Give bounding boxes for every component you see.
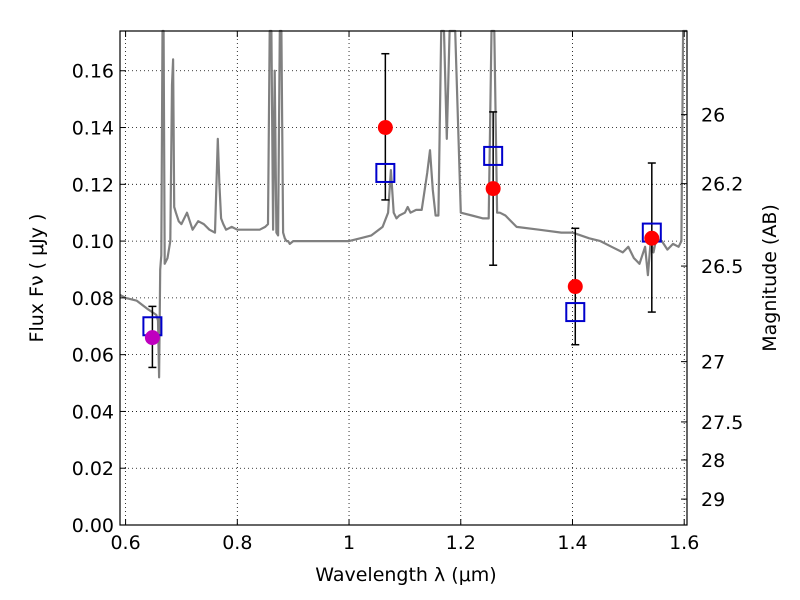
x-tick-label: 1 [343, 532, 355, 554]
x-tick-label: 1.6 [669, 532, 699, 554]
right-axis-label: Magnitude (AB) [759, 204, 781, 352]
data-point [485, 181, 501, 197]
y-tick-label: 0.06 [72, 345, 114, 367]
grid [120, 31, 687, 526]
x-tick-label: 0.8 [222, 532, 252, 554]
model-square-point [565, 302, 586, 323]
y-axis-label: Flux Fν ( μJy ) [26, 214, 48, 343]
right-tick-label: 26.2 [701, 174, 743, 196]
right-tick-label: 27 [701, 352, 725, 374]
y-tick-label: 0.14 [72, 118, 114, 140]
axis-ticks: 0.6 0.8 1 1.2 1.4 1.6 0.00 0.02 0.04 0.06 0.08 0.10… [72, 31, 743, 554]
model-square-point [483, 145, 504, 166]
x-tick-label: 1.4 [557, 532, 587, 554]
x-tick-label: 1.2 [446, 532, 476, 554]
y-tick-label: 0.16 [72, 61, 114, 83]
y-tick-label: 0.10 [72, 231, 114, 253]
x-tick-label: 0.6 [110, 532, 140, 554]
right-tick-label: 29 [701, 489, 725, 511]
data-point [567, 279, 583, 295]
plot-frame [119, 30, 688, 526]
model-square-point [375, 162, 396, 183]
x-axis-label: Wavelength λ (μm) [315, 564, 496, 586]
y-tick-label: 0.02 [72, 458, 114, 480]
spectrum-line [119, 29, 687, 379]
y-tick-label: 0.00 [72, 515, 114, 537]
y-tick-label: 0.04 [72, 401, 114, 423]
right-tick-label: 28 [701, 450, 725, 472]
right-tick-label: 27.5 [701, 412, 743, 434]
spectrum-layer [119, 29, 687, 379]
right-tick-label: 26.5 [701, 256, 743, 278]
y-tick-label: 0.08 [72, 288, 114, 310]
y-tick-label: 0.12 [72, 174, 114, 196]
right-tick-label: 26 [701, 105, 725, 127]
data-point [644, 230, 660, 246]
data-point [377, 120, 393, 136]
points-layer [142, 52, 662, 369]
data-point [144, 330, 160, 346]
